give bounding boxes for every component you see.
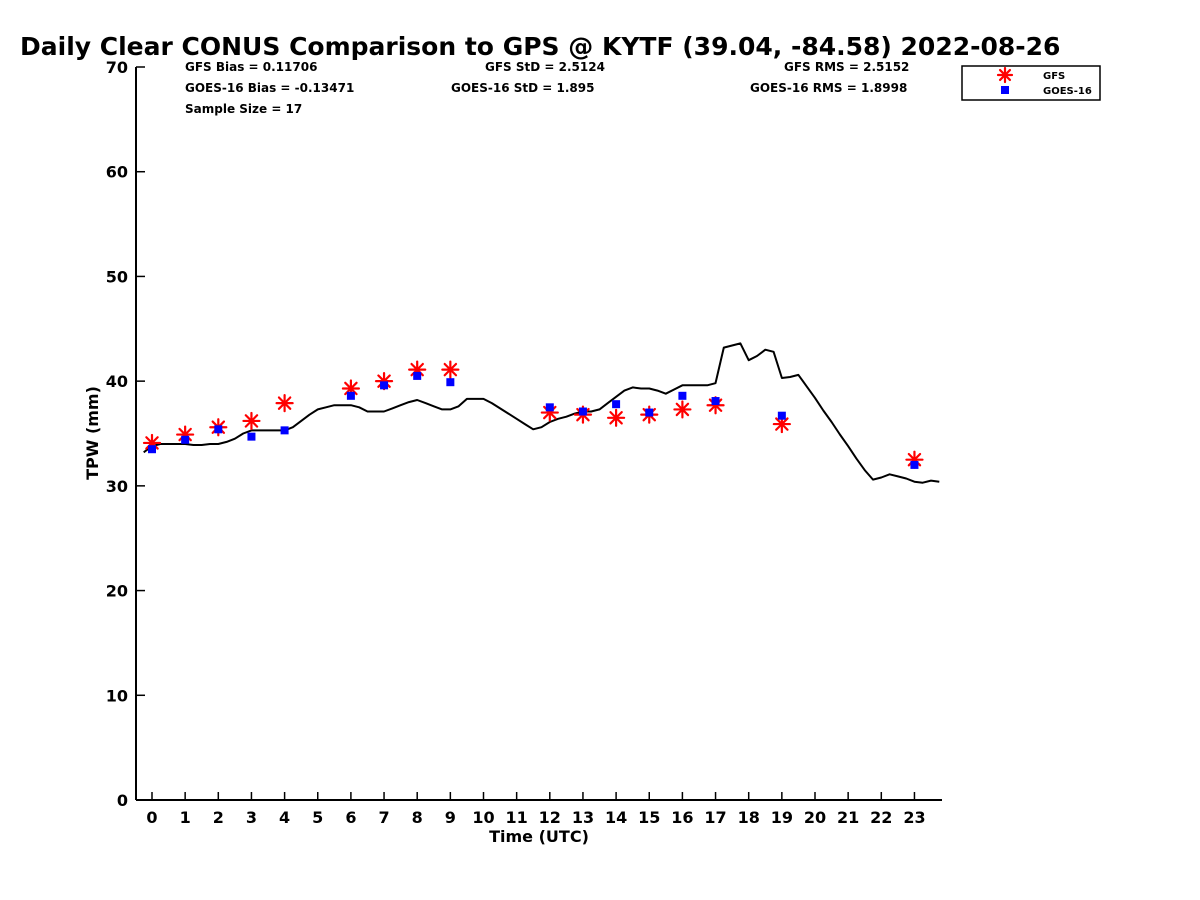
gfs-rms-stat: GFS RMS = 2.5152 bbox=[784, 60, 909, 74]
y-tick-label: 10 bbox=[106, 686, 128, 705]
gps-line bbox=[143, 342, 940, 484]
x-tick-label: 2 bbox=[213, 808, 224, 827]
y-tick-label: 40 bbox=[106, 372, 128, 391]
y-tick-label: 60 bbox=[106, 163, 128, 182]
goes-series bbox=[148, 371, 919, 469]
sample-size-stat: Sample Size = 17 bbox=[185, 102, 302, 116]
goes-point bbox=[214, 425, 223, 434]
goes-point bbox=[578, 407, 587, 416]
gfs-point bbox=[772, 414, 791, 434]
goes-point bbox=[446, 378, 455, 387]
x-tick-label: 5 bbox=[312, 808, 323, 827]
x-tick-label: 10 bbox=[472, 808, 494, 827]
x-tick-label: 9 bbox=[445, 808, 456, 827]
legend-gfs-asterisk bbox=[996, 66, 1014, 84]
legend-box bbox=[961, 65, 1101, 101]
x-tick-label: 19 bbox=[771, 808, 793, 827]
goes-point bbox=[777, 411, 786, 420]
x-tick-label: 6 bbox=[345, 808, 356, 827]
x-tick-label: 0 bbox=[146, 808, 157, 827]
x-tick-label: 15 bbox=[638, 808, 660, 827]
x-tick-label: 11 bbox=[506, 808, 528, 827]
goes-point bbox=[413, 371, 422, 380]
x-tick-label: 21 bbox=[837, 808, 859, 827]
x-tick-label: 3 bbox=[246, 808, 257, 827]
gfs-point bbox=[441, 360, 460, 379]
goes-point bbox=[181, 435, 190, 444]
gps-series bbox=[143, 342, 940, 484]
goes-point bbox=[280, 426, 289, 435]
axes: 0 1 2 3 4 5 6 7 8 9 10 11 12 13 14 15 16 17 18 19 20 21 22 2301… bbox=[106, 58, 942, 827]
legend-gfs-marker bbox=[996, 66, 1014, 84]
x-axis-label: Time (UTC) bbox=[489, 827, 589, 846]
x-tick-label: 8 bbox=[412, 808, 423, 827]
gfs-std-stat: GFS StD = 2.5124 bbox=[485, 60, 605, 74]
y-axis-label: TPW (mm) bbox=[83, 386, 102, 480]
chart-title: Daily Clear CONUS Comparison to GPS @ KY… bbox=[20, 32, 1060, 61]
goes-point bbox=[678, 391, 687, 400]
stats-block: GFS Bias = 0.11706 GOES-16 Bias = -0.134… bbox=[185, 60, 909, 116]
x-tick-label: 20 bbox=[804, 808, 826, 827]
goes-std-stat: GOES-16 StD = 1.895 bbox=[451, 81, 594, 95]
goes-point bbox=[545, 403, 554, 412]
x-tick-label: 18 bbox=[738, 808, 760, 827]
gfs-point bbox=[275, 394, 294, 413]
gfs-point bbox=[606, 408, 626, 427]
goes-point bbox=[711, 397, 720, 406]
y-tick-label: 30 bbox=[106, 477, 128, 496]
y-tick-label: 0 bbox=[117, 791, 128, 810]
legend-gfs-label: GFS bbox=[1043, 71, 1065, 82]
goes-point bbox=[645, 408, 654, 417]
goes-point bbox=[346, 391, 355, 400]
legend: GFS GOES-16 bbox=[961, 65, 1101, 101]
goes-rms-stat: GOES-16 RMS = 1.8998 bbox=[750, 81, 907, 95]
y-tick-label: 50 bbox=[106, 267, 128, 286]
legend-goes-label: GOES-16 bbox=[1043, 86, 1092, 97]
x-tick-label: 22 bbox=[870, 808, 892, 827]
x-tick-label: 17 bbox=[704, 808, 726, 827]
goes-bias-stat: GOES-16 Bias = -0.13471 bbox=[185, 81, 354, 95]
gfs-bias-stat: GFS Bias = 0.11706 bbox=[185, 60, 317, 74]
goes-point bbox=[148, 445, 156, 454]
x-tick-label: 12 bbox=[539, 808, 561, 827]
x-tick-label: 14 bbox=[605, 808, 627, 827]
gfs-series bbox=[142, 360, 924, 469]
y-tick-label: 70 bbox=[106, 58, 128, 77]
x-tick-label: 23 bbox=[903, 808, 925, 827]
legend-goes-marker bbox=[1001, 86, 1009, 94]
goes-point bbox=[380, 381, 389, 390]
goes-point bbox=[612, 400, 621, 409]
x-tick-label: 4 bbox=[279, 808, 290, 827]
gfs-point bbox=[673, 400, 692, 419]
x-tick-label: 16 bbox=[671, 808, 693, 827]
x-tick-label: 7 bbox=[378, 808, 389, 827]
x-tick-label: 13 bbox=[572, 808, 594, 827]
goes-point bbox=[247, 432, 256, 441]
goes-point bbox=[910, 460, 919, 469]
x-tick-label: 1 bbox=[180, 808, 191, 827]
gfs-point bbox=[242, 411, 261, 431]
y-tick-label: 20 bbox=[106, 582, 128, 601]
